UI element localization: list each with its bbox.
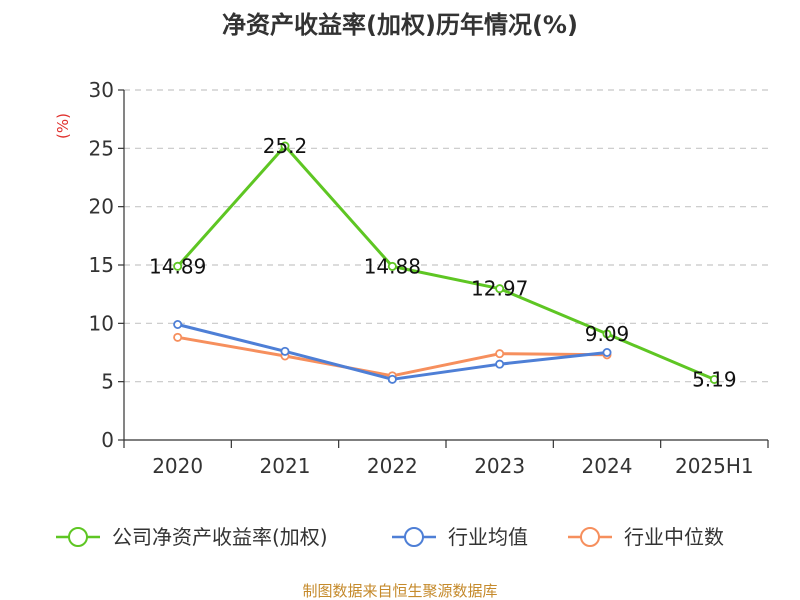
data-point	[495, 284, 505, 294]
legend-label: 行业均值	[448, 525, 528, 549]
legend: 公司净资产收益率(加权) 行业均值 行业中位数	[56, 525, 724, 549]
x-tick-label: 2025H1	[675, 454, 754, 478]
data-labels: 14.89 25.2 14.88 12.97 9.09 5.19	[149, 134, 737, 391]
y-axis-unit-label: (%)	[54, 113, 72, 139]
y-tick-label: 20	[89, 195, 114, 219]
data-point	[173, 319, 183, 329]
data-point	[280, 141, 290, 151]
x-tick-label: 2023	[474, 454, 525, 478]
legend-label: 行业中位数	[624, 525, 724, 549]
y-tick-label: 10	[89, 311, 114, 335]
data-point	[387, 374, 397, 384]
data-point	[602, 329, 612, 339]
x-tick-label: 2024	[582, 454, 633, 478]
data-point	[173, 332, 183, 342]
data-point	[709, 374, 719, 384]
y-tick-label: 15	[89, 253, 114, 277]
data-point	[602, 347, 612, 357]
legend-marker	[68, 527, 88, 547]
y-tick-label: 25	[89, 136, 114, 160]
x-tick-label: 2020	[152, 454, 203, 478]
y-tick-label: 30	[89, 78, 114, 102]
data-label: 25.2	[263, 134, 308, 158]
data-label: 14.88	[364, 254, 421, 278]
data-point	[495, 359, 505, 369]
legend-label: 公司净资产收益率(加权)	[112, 525, 328, 549]
data-point	[495, 349, 505, 359]
series-line	[176, 323, 609, 381]
x-tick-label: 2022	[367, 454, 418, 478]
axes: 0 5 10 15 20 25 30 2020 2021 2022 2023 2024 2025H1	[89, 78, 769, 478]
grid-lines	[124, 89, 768, 383]
data-point	[387, 261, 397, 271]
y-tick-label: 0	[101, 428, 114, 452]
series-line	[176, 144, 716, 381]
x-tick-label: 2021	[260, 454, 311, 478]
chart-title: 净资产收益率(加权)历年情况(%)	[222, 11, 578, 39]
series-line	[176, 335, 609, 378]
data-point	[280, 346, 290, 356]
data-label: 14.89	[149, 254, 206, 278]
data-label: 9.09	[585, 322, 630, 346]
y-tick-label: 5	[101, 370, 114, 394]
series-layer	[173, 141, 719, 384]
data-point	[173, 261, 183, 271]
legend-marker	[404, 527, 424, 547]
data-label: 12.97	[471, 277, 528, 301]
data-label: 5.19	[692, 367, 737, 391]
legend-marker	[580, 527, 600, 547]
source-note: 制图数据来自恒生聚源数据库	[302, 582, 497, 600]
